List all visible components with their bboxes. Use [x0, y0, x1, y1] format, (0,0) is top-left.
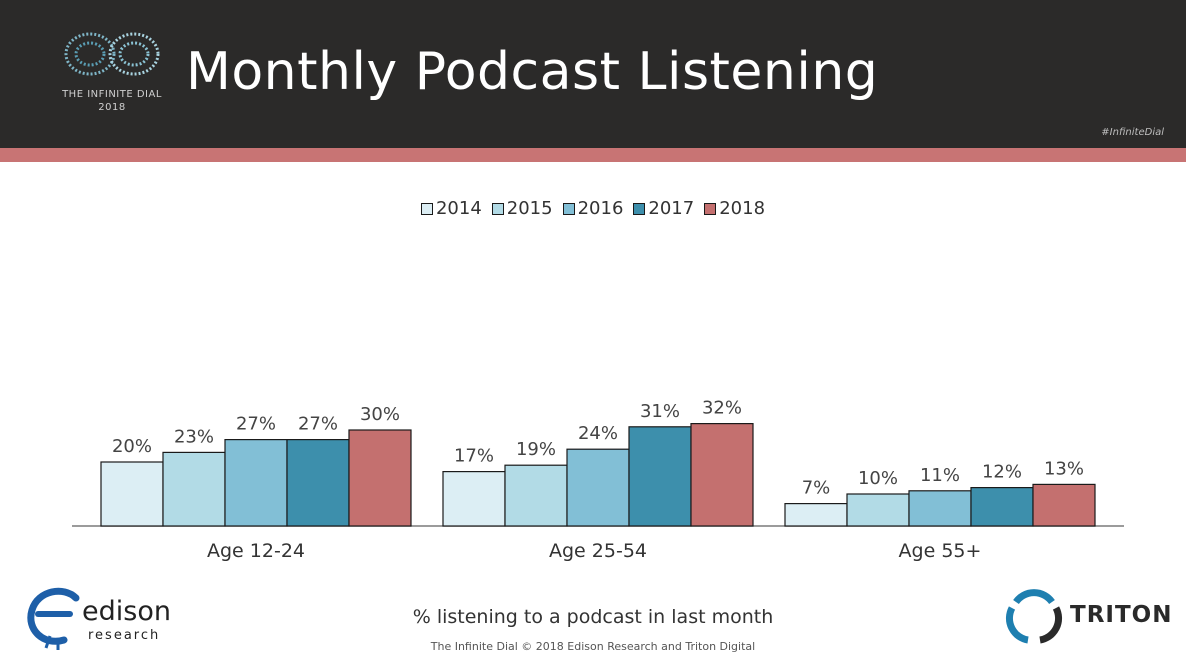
hashtag-label: #InfiniteDial [1101, 127, 1164, 138]
triton-digital-logo: TRITON [1004, 588, 1172, 648]
bar-2018-1 [690, 423, 754, 527]
data-label: 27% [298, 414, 338, 435]
data-label: 24% [578, 423, 618, 444]
legend-item-2016: 2016 [562, 198, 624, 219]
bar-2015-1 [504, 464, 568, 527]
chart-legend: 2014 2015 2016 2017 2018 [0, 198, 1186, 219]
legend-item-2014: 2014 [420, 198, 482, 219]
triton-wordmark: TRITON [1070, 602, 1173, 628]
edison-subtext: research [88, 628, 161, 643]
category-label: Age 55+ [899, 540, 982, 562]
data-label: 10% [858, 468, 898, 489]
category-label: Age 25-54 [549, 540, 647, 562]
category-label: Age 12-24 [207, 540, 305, 562]
data-label: 20% [112, 436, 152, 457]
data-label: 12% [982, 462, 1022, 483]
data-label: 11% [920, 465, 960, 486]
bar-chart: 20% 23% 27% 27% 30% Age 12-24 17% 19% 24% 31% 32% A… [72, 398, 1124, 562]
bar-2018-2 [1032, 483, 1096, 527]
infinite-dial-logo: THE INFINITE DIAL 2018 [52, 26, 172, 126]
bar-2014-1 [442, 471, 506, 527]
legend-item-2017: 2017 [633, 198, 694, 219]
bar-2014-2 [784, 503, 848, 527]
bar-2015-2 [846, 493, 910, 527]
bar-2016-0 [224, 439, 288, 527]
legend-swatch [420, 202, 433, 215]
legend-swatch [704, 202, 717, 215]
legend-swatch [633, 202, 646, 215]
data-label: 31% [640, 401, 680, 422]
legend-label: 2014 [435, 198, 482, 219]
data-label: 19% [516, 439, 556, 460]
bar-2016-1 [566, 448, 630, 527]
legend-label: 2016 [577, 198, 624, 219]
edison-e-icon [27, 587, 80, 650]
triton-ring-icon [1005, 589, 1063, 644]
page-title: Monthly Podcast Listening [186, 42, 879, 102]
edison-wordmark: edison [82, 596, 171, 627]
legend-label: 2017 [648, 198, 695, 219]
data-label: 13% [1044, 458, 1084, 479]
bar-2015-0 [162, 451, 226, 527]
data-label: 27% [236, 414, 276, 435]
bar-2017-2 [970, 487, 1034, 527]
legend-label: 2018 [719, 198, 766, 219]
chart-subtitle: % listening to a podcast in last month [412, 606, 774, 628]
bar-2017-0 [286, 439, 350, 527]
data-label: 17% [454, 446, 494, 467]
header-bar: THE INFINITE DIAL 2018 Monthly Podcast L… [0, 0, 1186, 148]
logo-line-1: THE INFINITE DIAL [62, 89, 162, 100]
bar-2016-2 [908, 490, 972, 527]
data-label: 7% [802, 478, 831, 499]
copyright-note: The Infinite Dial © 2018 Edison Research… [430, 640, 756, 653]
legend-label: 2015 [506, 198, 553, 219]
legend-item-2018: 2018 [704, 198, 765, 219]
data-label: 32% [702, 398, 742, 419]
bar-2014-0 [100, 461, 164, 527]
data-label: 30% [360, 404, 400, 425]
infinity-icon [64, 32, 160, 76]
edison-research-logo: edison research [24, 584, 184, 652]
legend-swatch [491, 202, 504, 215]
logo-line-2: 2018 [98, 102, 126, 113]
legend-item-2015: 2015 [491, 198, 553, 219]
accent-stripe [0, 148, 1186, 162]
data-label: 23% [174, 426, 214, 447]
legend-swatch [562, 202, 575, 215]
bar-2017-1 [628, 426, 692, 527]
bar-2018-0 [348, 429, 412, 527]
